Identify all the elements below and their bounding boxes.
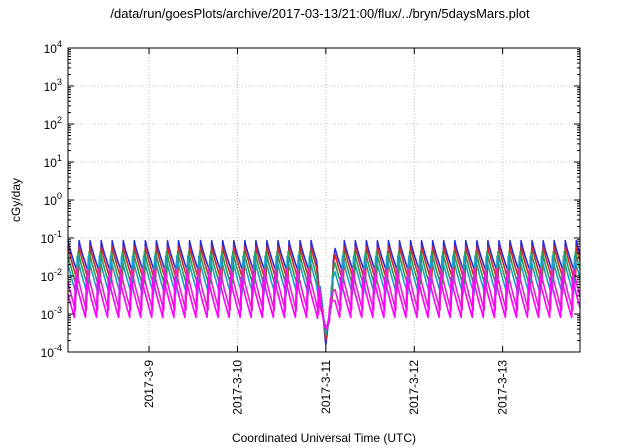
- y-tick-label: 10-4: [41, 343, 62, 360]
- y-tick-label: 100: [44, 191, 62, 208]
- x-axis-label: Coordinated Universal Time (UTC): [232, 431, 416, 445]
- y-tick-label: 10-3: [41, 305, 62, 322]
- series-layer: [67, 239, 581, 347]
- x-tick-label: 2017-3-10: [230, 360, 244, 415]
- x-tick-label: 2017-3-13: [496, 360, 510, 415]
- grid-lines: [68, 48, 580, 352]
- y-tick-label: 10-2: [41, 267, 62, 284]
- y-tick-label: 104: [44, 39, 62, 56]
- x-tick-label: 2017-3-12: [407, 360, 421, 415]
- series-line-6: [67, 276, 581, 329]
- axes: 10-4 10-3 10-2 10-1 100 101 102 103 104 2017-3-9 2…: [41, 39, 580, 415]
- x-tick-label: 2017-3-11: [319, 360, 333, 414]
- chart-title: /data/run/goesPlots/archive/2017-03-13/2…: [110, 6, 530, 21]
- y-tick-label: 10-1: [41, 229, 62, 246]
- x-tick-label: 2017-3-9: [142, 360, 156, 408]
- y-tick-label: 101: [44, 153, 62, 170]
- y-tick-label: 102: [44, 115, 62, 132]
- y-axis-label: cGy/day: [9, 178, 23, 222]
- y-tick-label: 103: [44, 77, 62, 94]
